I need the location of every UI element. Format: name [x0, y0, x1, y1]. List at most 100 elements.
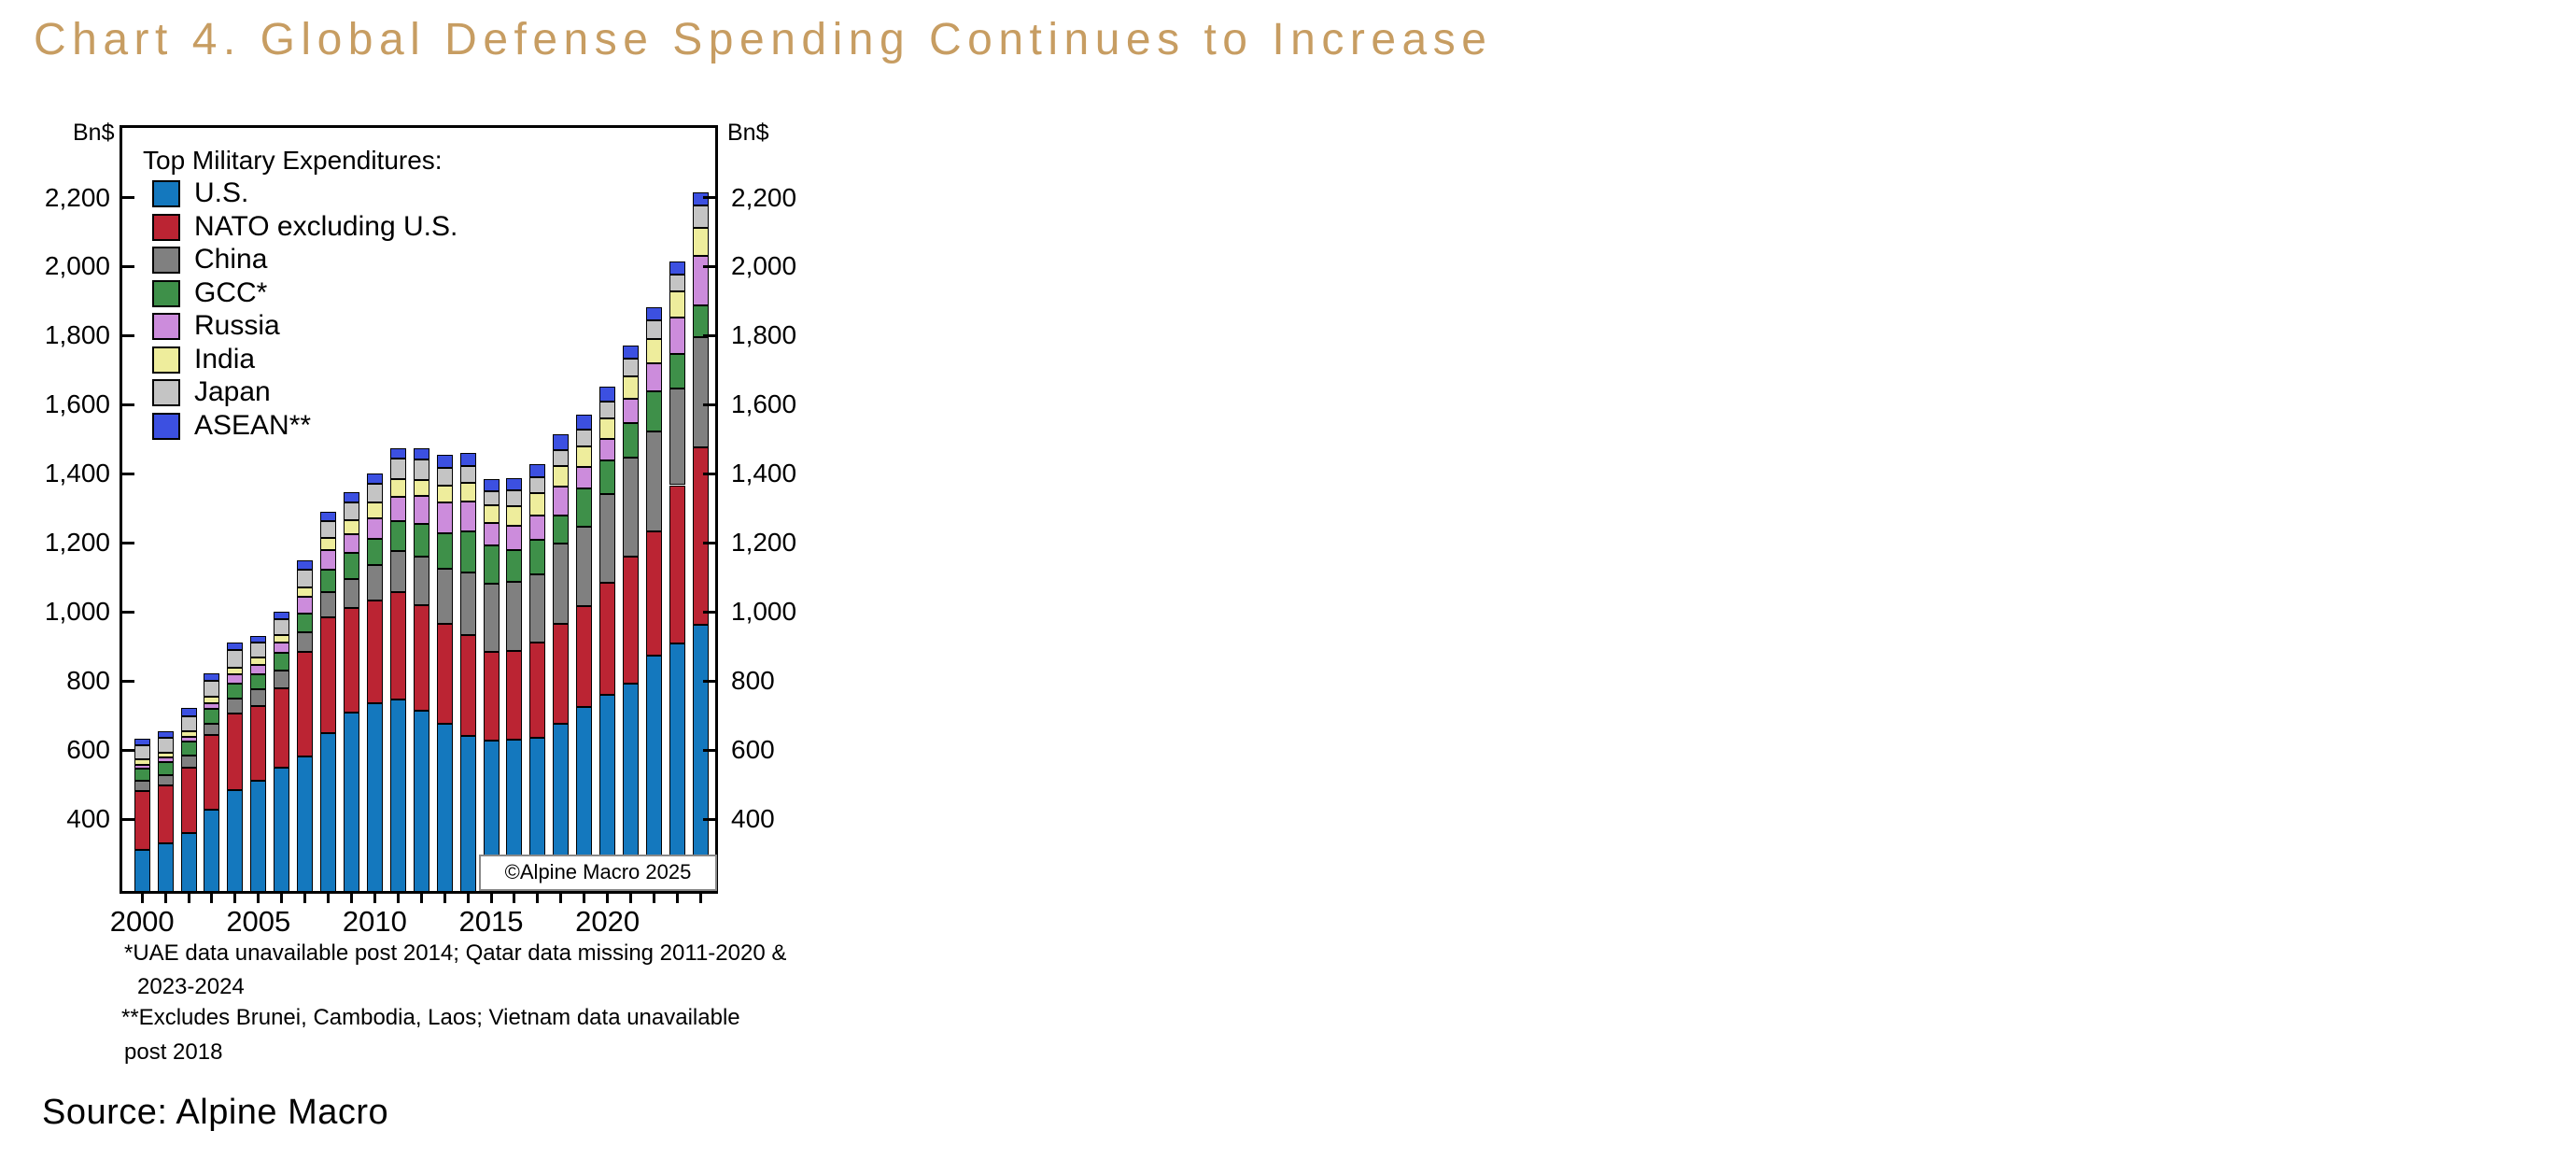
bar-2021-india [623, 376, 640, 400]
x-tick [373, 894, 376, 903]
y-tick-right [703, 748, 715, 752]
bar-2003-russia [204, 702, 220, 710]
bar-2023-gcc [669, 354, 685, 389]
bar-2016-natoexcludingus [506, 650, 523, 740]
bar-2005-asean [250, 636, 267, 643]
y-tick-label-right: 600 [731, 735, 775, 765]
y-tick-right [703, 333, 715, 337]
x-tick [280, 894, 284, 903]
bar-2009-asean [343, 491, 359, 502]
bar-2020-china [599, 494, 616, 584]
bar-2019-russia [576, 467, 593, 489]
x-tick [536, 894, 540, 903]
bar-2023-asean [669, 261, 685, 276]
x-tick [233, 894, 237, 903]
y-tick-label-right: 1,200 [731, 528, 797, 558]
y-tick-label-left: 800 [66, 666, 110, 696]
y-tick-right [703, 541, 715, 544]
bar-2021-russia [623, 399, 640, 424]
y-tick-label-right: 1,000 [731, 597, 797, 627]
bar-2015-japan [483, 490, 500, 505]
legend-swatch-china [152, 247, 180, 274]
y-tick-label-left: 2,200 [44, 182, 110, 212]
bar-2004-natoexcludingus [227, 713, 244, 790]
bar-2012-gcc [413, 524, 429, 558]
bar-2009-india [343, 520, 359, 534]
bar-2012-japan [413, 459, 429, 480]
bar-2021-natoexcludingus [623, 556, 640, 684]
bar-2021-asean [623, 346, 640, 360]
y-tick-label-right: 400 [731, 804, 775, 833]
bar-2007-china [297, 632, 314, 653]
bar-2013-japan [436, 468, 453, 486]
bar-2024-india [692, 227, 709, 256]
bar-2011-china [389, 551, 406, 593]
bar-2009-russia [343, 533, 359, 553]
bar-2024-gcc [692, 305, 709, 337]
y-tick-label-left: 1,600 [44, 389, 110, 419]
bar-2014-gcc [459, 531, 476, 573]
bar-2007-japan [297, 570, 314, 587]
legend-label-asean: ASEAN** [194, 409, 312, 441]
bar-2004-china [227, 699, 244, 714]
y-tick-right [703, 196, 715, 200]
bar-2018-china [553, 543, 570, 625]
bar-2011-natoexcludingus [389, 592, 406, 700]
y-tick-left [122, 610, 134, 614]
bar-2022-natoexcludingus [645, 531, 662, 656]
bar-2016-india [506, 506, 523, 527]
y-tick-left [122, 264, 134, 268]
bar-2017-japan [529, 477, 546, 493]
bar-2010-asean [366, 473, 383, 484]
bar-2019-india [576, 445, 593, 468]
x-tick [187, 894, 190, 903]
bar-2001-natoexcludingus [157, 785, 174, 843]
x-tick [675, 894, 679, 903]
y-tick-label-right: 2,200 [731, 182, 797, 212]
bar-2009-gcc [343, 552, 359, 580]
bar-2009-japan [343, 502, 359, 521]
bar-2007-india [297, 587, 314, 597]
bar-2023-japan [669, 275, 685, 292]
bar-2022-india [645, 339, 662, 363]
bar-2014-asean [459, 453, 476, 467]
bar-2004-japan [227, 649, 244, 669]
legend-swatch-asean [152, 412, 180, 440]
bar-2022-japan [645, 319, 662, 340]
bar-2013-india [436, 485, 453, 503]
plot-frame [120, 125, 718, 894]
bar-2014-russia [459, 501, 476, 532]
x-tick [210, 894, 214, 903]
bar-2021-japan [623, 359, 640, 377]
legend-swatch-russia [152, 313, 180, 340]
bar-2010-gcc [366, 539, 383, 566]
footnote-line-2: 2023-2024 [137, 974, 245, 999]
y-tick-left [122, 333, 134, 337]
bar-2008-japan [320, 520, 337, 539]
bar-2014-japan [459, 466, 476, 484]
y-tick-label-left: 600 [66, 735, 110, 765]
bar-2012-china [413, 557, 429, 606]
bar-2008-india [320, 538, 337, 550]
y-tick-label-left: 1,000 [44, 597, 110, 627]
bar-2024-japan [692, 205, 709, 228]
bar-2010-india [366, 502, 383, 519]
bar-2017-gcc [529, 540, 546, 575]
y-tick-label-right: 2,000 [731, 251, 797, 281]
bar-2006-japan [274, 618, 290, 635]
x-tick [419, 894, 423, 903]
bar-2007-asean [297, 560, 314, 571]
bar-2023-china [669, 388, 685, 486]
x-tick [559, 894, 563, 903]
y-tick-label-right: 1,600 [731, 389, 797, 419]
page-title: Chart 4. Global Defense Spending Continu… [34, 15, 1493, 64]
bar-2021-gcc [623, 423, 640, 458]
bar-2010-japan [366, 484, 383, 503]
bar-2024-asean [692, 192, 709, 206]
x-tick [489, 894, 493, 903]
bar-2017-natoexcludingus [529, 642, 546, 739]
bar-2018-natoexcludingus [553, 624, 570, 724]
footnote-line-1: *UAE data unavailable post 2014; Qatar d… [124, 940, 787, 966]
bar-2003-asean [204, 673, 220, 682]
